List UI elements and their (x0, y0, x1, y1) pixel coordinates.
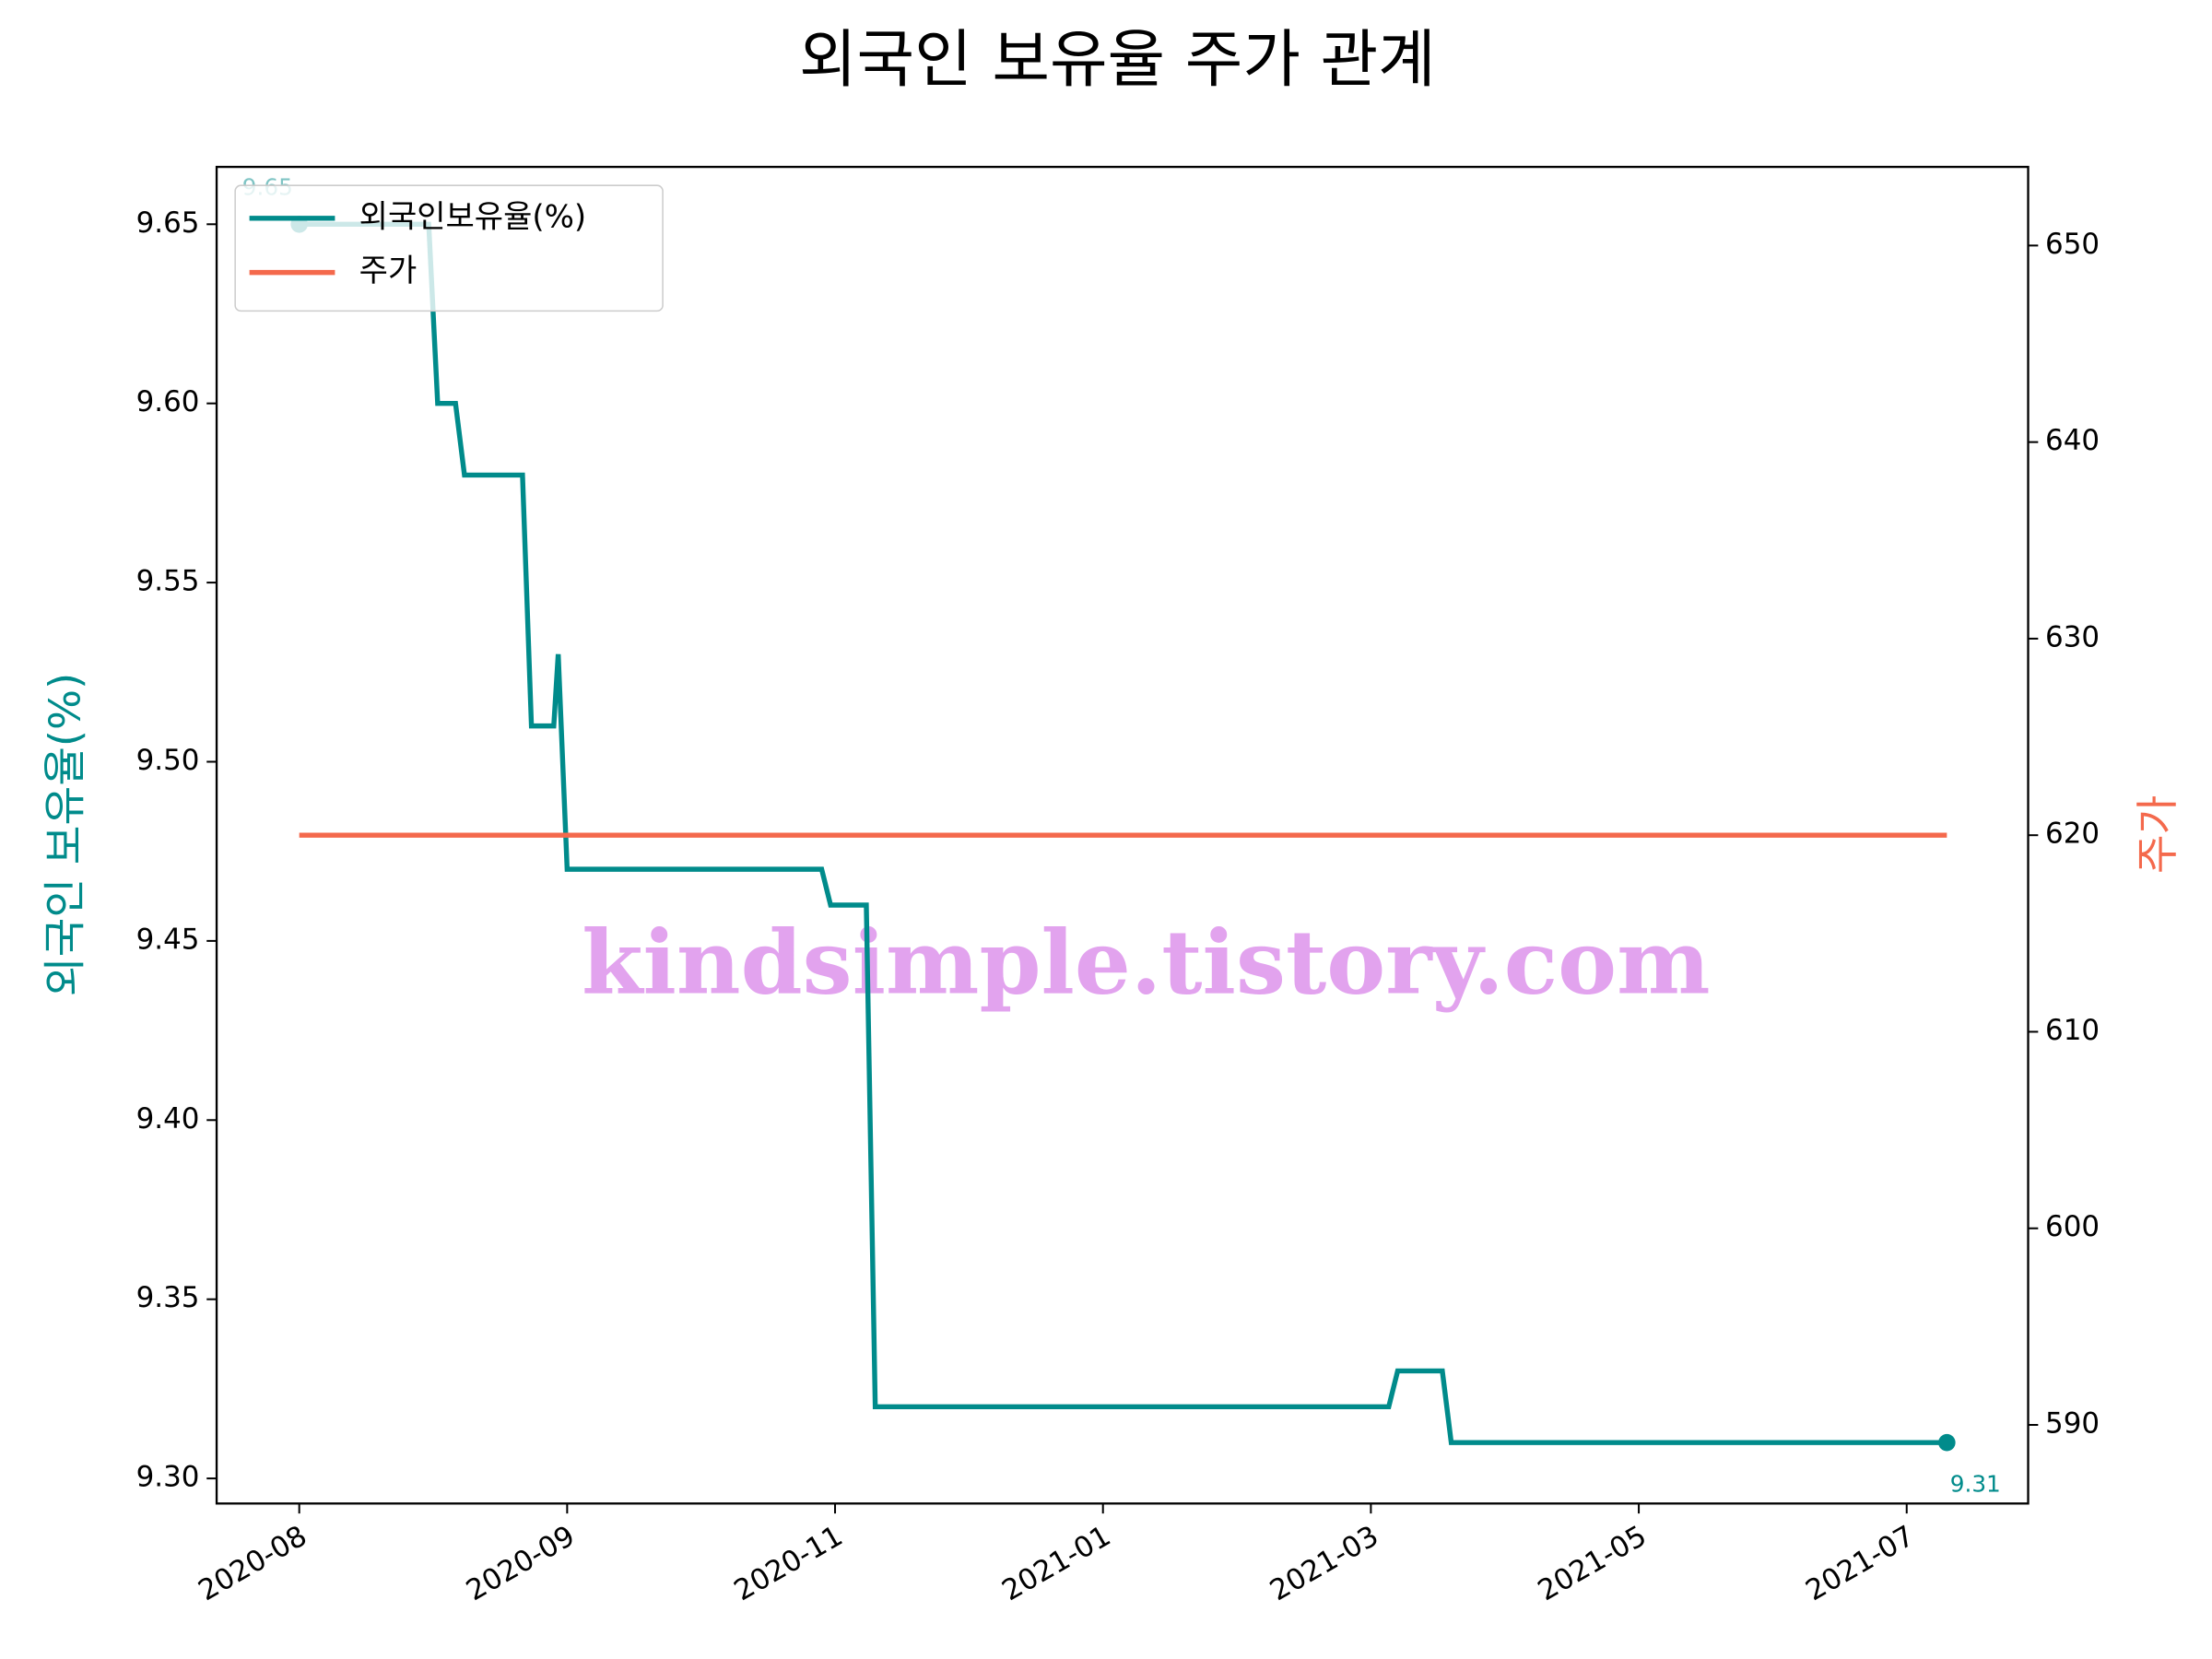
x-tick-label: 2021-03 (1265, 1519, 1384, 1607)
y2-tick-label: 590 (2045, 1406, 2100, 1440)
legend-box (234, 184, 664, 312)
y2-tick-label: 610 (2045, 1014, 2100, 1047)
y-tick-label: 9.60 (136, 385, 200, 418)
y2-tick-label: 600 (2045, 1210, 2100, 1243)
data-label: 9.31 (1950, 1471, 2001, 1498)
watermark: kindsimple.tistory.com (582, 910, 1710, 1014)
plot-frame (215, 165, 2030, 1505)
x-tick-label: 2021-01 (996, 1519, 1116, 1607)
y-tick-label: 9.65 (136, 206, 200, 240)
y-tick-label: 9.55 (136, 565, 200, 598)
legend-label: 주가 (359, 253, 418, 289)
x-tick-label: 2021-07 (1800, 1519, 1920, 1607)
y-tick-label: 9.45 (136, 923, 200, 956)
x-tick-label: 2020-09 (461, 1519, 581, 1607)
y2-tick-label: 630 (2045, 620, 2100, 653)
x-tick-label: 2020-08 (193, 1519, 312, 1607)
x-tick-label: 2020-11 (729, 1519, 849, 1607)
point-marker (1938, 1433, 1956, 1452)
y-tick-label: 9.35 (136, 1281, 200, 1314)
y2-tick-label: 650 (2045, 228, 2100, 261)
y-tick-label: 9.30 (136, 1461, 200, 1494)
y2-axis-label: 주가 (2133, 795, 2183, 874)
chart-title: 외국인 보유율 주가 관계 (799, 24, 1436, 97)
series-line (299, 221, 1947, 1445)
y-tick-label: 9.40 (136, 1102, 200, 1135)
y-axis-label: 외국인 보유율(%) (41, 673, 90, 996)
y2-tick-label: 620 (2045, 818, 2100, 851)
x-tick-label: 2021-05 (1533, 1519, 1653, 1607)
legend-label: 외국인보유율(%) (359, 198, 587, 235)
y-tick-label: 9.50 (136, 744, 200, 777)
y2-tick-label: 640 (2045, 424, 2100, 457)
